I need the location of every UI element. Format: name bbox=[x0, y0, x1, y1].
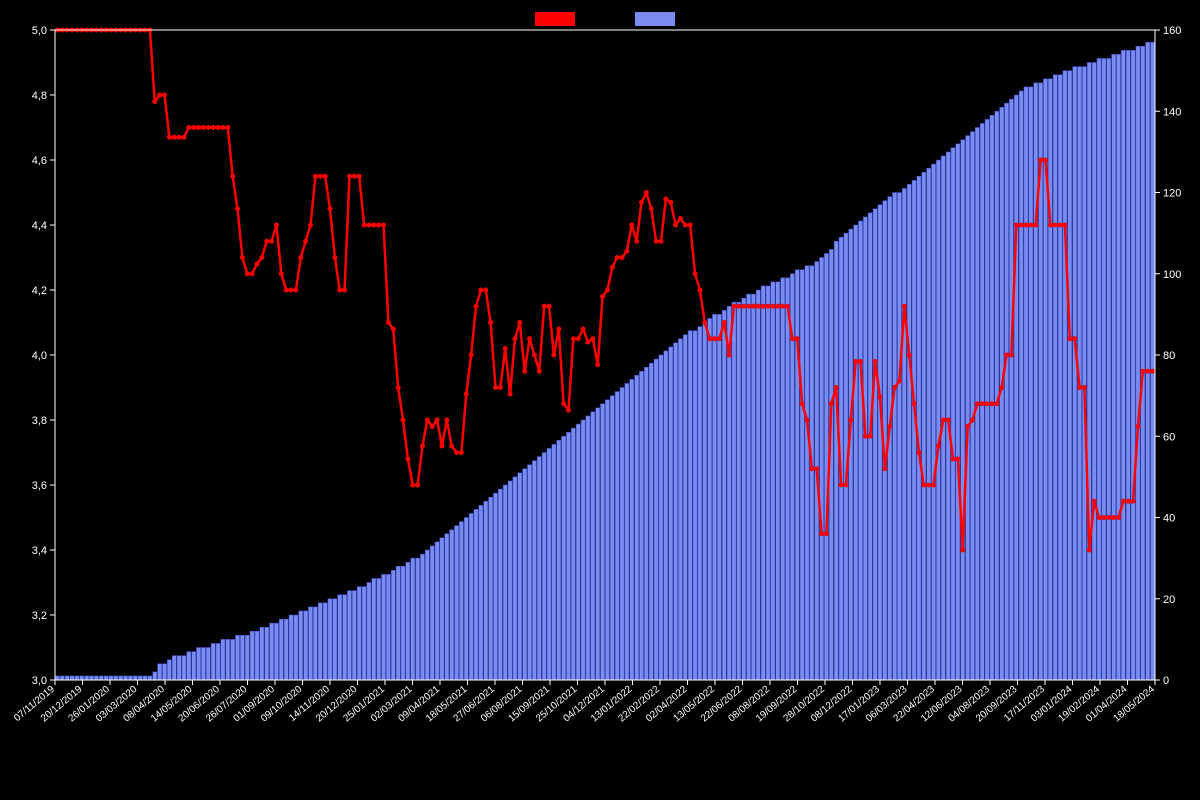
svg-text:4,0: 4,0 bbox=[32, 350, 47, 362]
svg-text:100: 100 bbox=[1163, 269, 1181, 281]
svg-text:140: 140 bbox=[1163, 106, 1181, 118]
legend-swatch bbox=[635, 12, 675, 26]
svg-text:40: 40 bbox=[1163, 513, 1175, 525]
chart-container: 3,0 3,2 3,4 3,6 3,8 4,0 4,2 4,4 4,6 4,8 5,0 0 20 40 60… bbox=[0, 0, 1200, 800]
svg-text:3,4: 3,4 bbox=[32, 545, 47, 557]
svg-text:3,2: 3,2 bbox=[32, 610, 47, 622]
svg-text:4,6: 4,6 bbox=[32, 155, 47, 167]
svg-text:120: 120 bbox=[1163, 188, 1181, 200]
svg-text:5,0: 5,0 bbox=[32, 25, 47, 37]
legend-swatch bbox=[535, 12, 575, 26]
svg-text:0: 0 bbox=[1163, 675, 1169, 687]
svg-text:4,8: 4,8 bbox=[32, 90, 47, 102]
svg-text:4,4: 4,4 bbox=[32, 220, 47, 232]
svg-text:3,6: 3,6 bbox=[32, 480, 47, 492]
svg-text:160: 160 bbox=[1163, 25, 1181, 37]
svg-text:3,8: 3,8 bbox=[32, 415, 47, 427]
svg-text:60: 60 bbox=[1163, 431, 1175, 443]
svg-text:4,2: 4,2 bbox=[32, 285, 47, 297]
svg-text:20: 20 bbox=[1163, 594, 1175, 606]
svg-text:3,0: 3,0 bbox=[32, 675, 47, 687]
svg-text:80: 80 bbox=[1163, 350, 1175, 362]
combo-chart: 3,0 3,2 3,4 3,6 3,8 4,0 4,2 4,4 4,6 4,8 5,0 0 20 40 60… bbox=[0, 0, 1200, 800]
